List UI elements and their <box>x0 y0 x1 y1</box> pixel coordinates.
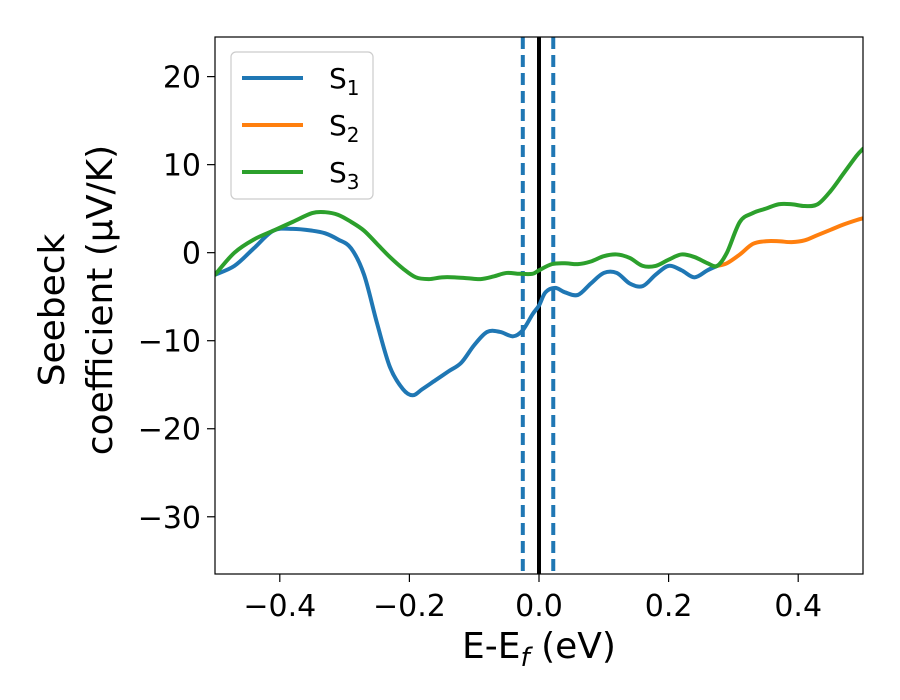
legend-label-s2: S2 <box>329 109 360 147</box>
x-axis-ticks: −0.4 −0.2 0.0 0.2 0.4 <box>243 574 822 624</box>
x-tick-label: 0.4 <box>774 589 822 624</box>
y-tick-label: −10 <box>138 325 201 360</box>
y-tick-label: 0 <box>182 237 201 272</box>
legend-label-s1: S1 <box>329 62 360 100</box>
series-line-s2 <box>715 216 863 268</box>
y-axis-label: Seebeck coefficient (μV/K) <box>32 145 121 455</box>
x-axis-label: E-Ef (eV) <box>462 626 616 673</box>
series-line-s1 <box>215 226 720 398</box>
legend-label-s3: S3 <box>329 156 360 194</box>
x-tick-label: 0.2 <box>645 589 693 624</box>
y-axis-label-line2: coefficient (μV/K) <box>80 145 121 455</box>
y-tick-label: −20 <box>138 413 201 448</box>
series-line-s3 <box>215 146 863 282</box>
x-tick-label: −0.4 <box>243 589 316 624</box>
y-axis-ticks: 20 10 0 −10 −20 −30 <box>138 61 215 536</box>
series-lines <box>215 146 863 398</box>
y-axis-label-line1: Seebeck <box>32 233 73 386</box>
x-axis-label-unit: (eV) <box>530 626 616 667</box>
legend: S1 S2 S3 <box>230 51 374 200</box>
y-tick-label: 10 <box>163 149 201 184</box>
y-tick-label: 20 <box>163 61 201 96</box>
y-tick-label: −30 <box>138 501 201 536</box>
x-tick-label: 0.0 <box>515 589 563 624</box>
x-axis-label-main: E-E <box>462 626 520 667</box>
x-tick-label: −0.2 <box>373 589 446 624</box>
